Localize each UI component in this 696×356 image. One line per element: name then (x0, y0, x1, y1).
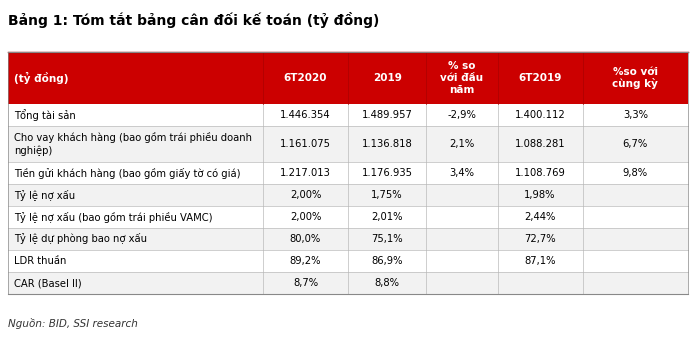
Text: 2,1%: 2,1% (450, 139, 475, 149)
Text: -2,9%: -2,9% (448, 110, 476, 120)
Text: 72,7%: 72,7% (524, 234, 556, 244)
Text: %so với
cùng kỳ: %so với cùng kỳ (612, 67, 658, 89)
Text: 2,00%: 2,00% (290, 190, 321, 200)
Text: 6,7%: 6,7% (623, 139, 648, 149)
Text: % so
với đầu
năm: % so với đầu năm (441, 61, 484, 95)
Text: 1,75%: 1,75% (371, 190, 403, 200)
Text: 1,98%: 1,98% (524, 190, 556, 200)
Text: 6T2020: 6T2020 (284, 73, 327, 83)
Text: 9,8%: 9,8% (623, 168, 648, 178)
Text: Tỷ lệ nợ xấu (bao gồm trái phiều VAMC): Tỷ lệ nợ xấu (bao gồm trái phiều VAMC) (14, 211, 212, 222)
Text: Cho vay khách hàng (bao gồm trái phiều doanh
nghiệp): Cho vay khách hàng (bao gồm trái phiều d… (14, 132, 252, 156)
Text: 2,01%: 2,01% (372, 212, 403, 222)
Text: 2019: 2019 (372, 73, 402, 83)
Text: 8,8%: 8,8% (374, 278, 400, 288)
Text: 2,00%: 2,00% (290, 212, 321, 222)
Text: 80,0%: 80,0% (290, 234, 321, 244)
Text: 89,2%: 89,2% (290, 256, 322, 266)
Text: Tiền gửi khách hàng (bao gồm giấy tờ có giá): Tiền gửi khách hàng (bao gồm giấy tờ có … (14, 168, 241, 178)
Text: Nguồn: BID, SSI research: Nguồn: BID, SSI research (8, 318, 138, 329)
Text: Tỷ lệ nợ xấu: Tỷ lệ nợ xấu (14, 189, 75, 200)
Text: 3,4%: 3,4% (450, 168, 475, 178)
Text: 1.489.957: 1.489.957 (362, 110, 413, 120)
Text: 6T2019: 6T2019 (519, 73, 562, 83)
Text: (tỷ đồng): (tỷ đồng) (14, 72, 68, 84)
Text: 86,9%: 86,9% (372, 256, 403, 266)
Text: CAR (Basel II): CAR (Basel II) (14, 278, 81, 288)
Text: 1.217.013: 1.217.013 (280, 168, 331, 178)
Text: 75,1%: 75,1% (371, 234, 403, 244)
Text: 1.108.769: 1.108.769 (514, 168, 566, 178)
Text: Bảng 1: Tóm tắt bảng cân đối kế toán (tỷ đồng): Bảng 1: Tóm tắt bảng cân đối kế toán (tỷ… (8, 12, 379, 28)
Text: 2,44%: 2,44% (524, 212, 556, 222)
Text: 3,3%: 3,3% (623, 110, 648, 120)
Text: Tổng tài sản: Tổng tài sản (14, 109, 76, 121)
Text: 1.176.935: 1.176.935 (362, 168, 413, 178)
Text: Tỷ lệ dự phòng bao nợ xấu: Tỷ lệ dự phòng bao nợ xấu (14, 234, 147, 245)
Text: 1.161.075: 1.161.075 (280, 139, 331, 149)
Text: 1.088.281: 1.088.281 (515, 139, 565, 149)
Text: 87,1%: 87,1% (524, 256, 556, 266)
Text: 1.400.112: 1.400.112 (515, 110, 565, 120)
Text: 8,7%: 8,7% (293, 278, 318, 288)
Text: 1.446.354: 1.446.354 (280, 110, 331, 120)
Text: LDR thuần: LDR thuần (14, 256, 66, 266)
Text: 1.136.818: 1.136.818 (362, 139, 413, 149)
